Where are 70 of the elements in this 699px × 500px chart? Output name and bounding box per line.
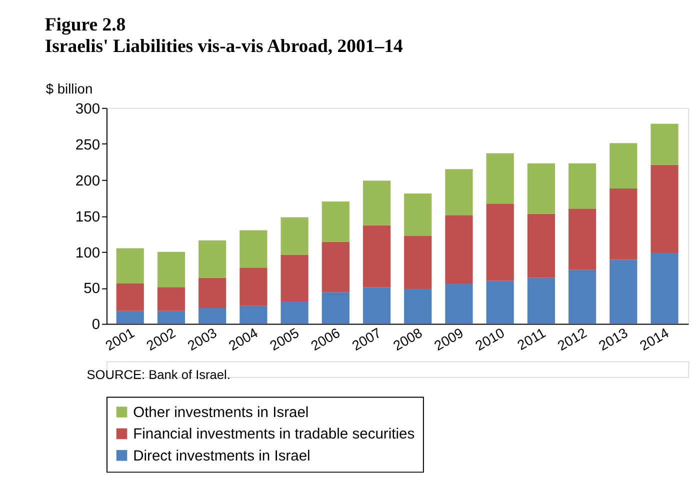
bar <box>527 163 555 214</box>
bar <box>404 236 432 289</box>
bar <box>650 124 678 165</box>
x-tick-label: 2004 <box>226 325 261 354</box>
bar <box>116 310 144 324</box>
bar <box>198 240 226 278</box>
bar <box>527 278 555 324</box>
bar <box>116 284 144 311</box>
x-tick-label: 2006 <box>308 325 343 354</box>
x-tick-label: 2008 <box>390 325 426 354</box>
y-tick-label: 200 <box>75 173 100 190</box>
bar <box>280 301 308 324</box>
bar <box>322 242 350 292</box>
bar <box>568 163 596 209</box>
bar <box>362 225 391 288</box>
legend-label: Direct investments in Israel <box>133 448 310 464</box>
x-tick-label: 2001 <box>102 325 138 354</box>
bar <box>568 208 596 270</box>
bar <box>240 230 268 268</box>
legend-label: Other investments in Israel <box>133 404 309 421</box>
bar <box>157 310 186 324</box>
y-tick-label: 250 <box>75 137 100 154</box>
bar <box>486 280 514 324</box>
chart-subtitle: Israelis' Liabilities vis-a-vis Abroad, 2001–14 <box>44 36 404 58</box>
bar <box>610 260 638 324</box>
bar <box>362 180 391 226</box>
y-tick-label: 0 <box>92 317 100 334</box>
bar <box>527 214 555 278</box>
x-tick-label: 2012 <box>555 325 590 354</box>
x-tick-label: 2010 <box>472 325 508 354</box>
bar <box>116 248 144 284</box>
x-tick-label: 2011 <box>514 325 548 354</box>
bar <box>157 252 186 288</box>
bar <box>280 254 308 302</box>
bar <box>445 169 473 216</box>
x-tick-label: 2013 <box>596 325 631 354</box>
x-tick-label: 2009 <box>432 325 466 354</box>
x-tick-label: 2003 <box>185 325 220 354</box>
legend-label: Financial investments in tradable securities <box>133 426 415 443</box>
source-note: SOURCE: Bank of Israel. <box>86 367 230 382</box>
bar <box>445 284 473 324</box>
bar <box>568 270 596 324</box>
y-tick-label: 50 <box>84 281 100 298</box>
bar <box>650 164 678 253</box>
bar <box>198 278 226 308</box>
bar <box>486 204 514 281</box>
x-tick-label: 2007 <box>350 325 384 354</box>
bar <box>157 287 186 311</box>
bar <box>610 143 638 189</box>
y-tick-label: 150 <box>75 209 100 226</box>
bar <box>240 306 268 324</box>
bar <box>362 287 391 324</box>
bar <box>445 215 473 284</box>
bar <box>198 308 226 324</box>
x-tick-label: 2002 <box>144 325 178 354</box>
bar <box>240 268 268 306</box>
x-tick-label: 2005 <box>267 325 302 354</box>
bar <box>650 252 678 324</box>
x-tick-label: 2014 <box>637 325 672 354</box>
bar <box>404 288 432 324</box>
bar <box>322 201 350 242</box>
bar <box>610 188 638 260</box>
bar <box>486 153 514 204</box>
bar <box>404 194 432 236</box>
bar <box>322 292 350 324</box>
bar <box>280 217 308 255</box>
y-tick-label: 100 <box>75 245 100 262</box>
y-axis-title: $ billion <box>46 82 93 97</box>
y-tick-label: 300 <box>75 101 100 118</box>
chart-title: Figure 2.8 <box>44 14 126 36</box>
